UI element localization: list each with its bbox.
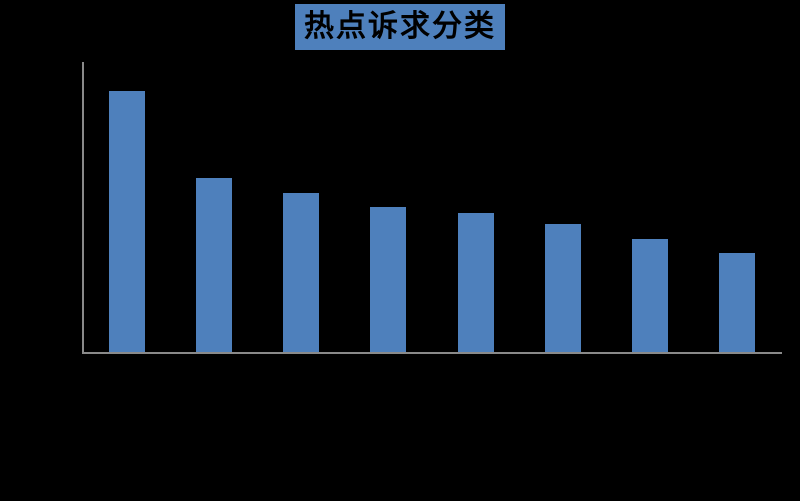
plot-area bbox=[82, 62, 782, 354]
y-axis-line bbox=[82, 62, 84, 354]
bar bbox=[632, 238, 669, 352]
bar bbox=[283, 192, 320, 352]
bar bbox=[544, 224, 581, 352]
bar bbox=[370, 207, 407, 352]
bar bbox=[195, 178, 232, 352]
bar bbox=[719, 253, 756, 352]
bar bbox=[108, 91, 145, 352]
x-axis-line bbox=[82, 352, 782, 354]
bar bbox=[457, 212, 494, 352]
chart-title: 热点诉求分类 bbox=[295, 4, 505, 50]
